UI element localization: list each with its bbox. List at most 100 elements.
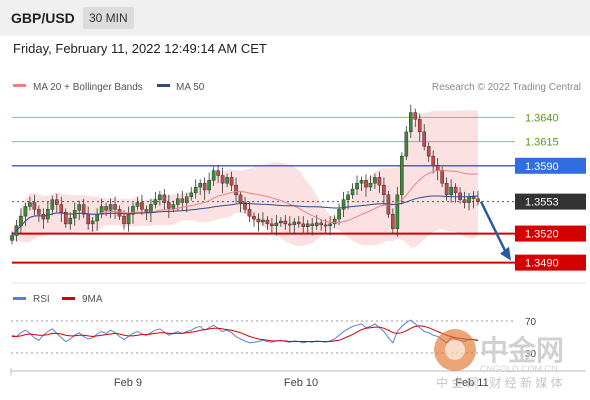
candle-body (377, 177, 382, 186)
watermark-tagline: 中 金 网 · 财 经 新 媒 体 (436, 375, 563, 390)
level-1-3615-label: 1.3615 (525, 137, 559, 149)
candle-body (211, 170, 216, 181)
candle-body (162, 194, 167, 203)
watermark-logo-inner (445, 340, 465, 360)
candle-body (37, 209, 41, 215)
candle-body (404, 131, 409, 157)
candle-body (234, 184, 238, 196)
candle-body (32, 202, 37, 210)
candle-body (413, 112, 418, 120)
candle-body (59, 204, 64, 213)
candle-body (135, 202, 140, 207)
legend-label-9ma: 9MA (82, 294, 103, 305)
candle-body (23, 206, 28, 217)
legend-label-ma20: MA 20 + Bollinger Bands (33, 82, 143, 93)
candle-body (328, 223, 332, 227)
candle-body (417, 119, 422, 133)
candle-body (462, 199, 467, 203)
candle-body (207, 180, 211, 191)
candle-body (422, 131, 427, 147)
candle-body (391, 214, 395, 229)
candle-body (431, 155, 435, 166)
x-tick-feb9: Feb 9 (114, 377, 142, 389)
legend-swatch-9ma (62, 297, 75, 300)
legend-swatch-rsi (13, 297, 26, 300)
candle-body (355, 183, 359, 190)
rsi-tick-30: 30 (525, 349, 537, 360)
candle-body (81, 204, 86, 215)
candle-body (368, 183, 373, 188)
candle-body (180, 198, 185, 203)
candle-body (341, 199, 346, 210)
timestamp: Friday, February 11, 2022 12:49:14 AM CE… (13, 41, 267, 56)
candle-body (198, 183, 202, 188)
candle-body (449, 186, 453, 196)
candle-body (229, 177, 234, 186)
legend-swatch-ma50 (157, 84, 170, 87)
level-1-3520-label: 1.3520 (525, 229, 559, 241)
watermark-url: CNGOLD.COM.CN (480, 364, 558, 374)
forecast-arrow (479, 201, 511, 261)
candle-body (63, 212, 68, 225)
candle-body (122, 215, 126, 225)
candle-body (50, 199, 55, 210)
candle-body (373, 177, 377, 184)
bollinger-band (12, 110, 478, 248)
candle-body (55, 199, 59, 205)
candle-body (46, 209, 50, 220)
level-1-3490-label: 1.3490 (525, 258, 559, 270)
candle-body (216, 170, 220, 176)
candle-body (301, 223, 306, 227)
candle-body (364, 180, 368, 188)
candle-body (346, 194, 350, 200)
candle-body (202, 183, 207, 191)
level-1-3490-tag (515, 254, 586, 271)
level-1-3553-label: 1.3553 (525, 197, 559, 209)
candle-body (319, 222, 323, 226)
candle-body (126, 214, 131, 225)
candle-body (292, 221, 297, 226)
candle-body (225, 177, 229, 184)
candle-body (247, 209, 252, 217)
candle-body (144, 209, 149, 213)
candle-body (10, 235, 14, 241)
candle-body (270, 223, 274, 227)
candle-body (444, 183, 449, 196)
candle-body (467, 196, 471, 203)
candle-body (440, 170, 444, 184)
ma50-line (11, 195, 479, 236)
candle-body (283, 220, 288, 225)
candle-body (296, 221, 301, 225)
candle-body (68, 217, 73, 225)
legend-swatch-ma20 (13, 84, 26, 87)
candle-body (193, 186, 198, 194)
candle-body (175, 198, 180, 205)
level-1-3590-label: 1.3590 (525, 161, 559, 173)
candle-body (90, 220, 95, 225)
candle-body (41, 214, 46, 220)
candle-body (359, 180, 364, 184)
rsi-9ma-line (12, 325, 479, 342)
rsi-line (11, 319, 479, 344)
candle-body (382, 184, 386, 196)
candle-body (274, 222, 279, 227)
candle-body (108, 204, 113, 211)
candlesticks (10, 104, 480, 245)
candle-body (476, 198, 480, 202)
candle-body (453, 186, 458, 194)
watermark: 中金网 CNGOLD.COM.CN 中 金 网 · 财 经 新 媒 体 (434, 329, 564, 390)
candle-body (167, 202, 171, 209)
candle-body (28, 202, 32, 207)
candle-body (238, 194, 243, 203)
candle-body (158, 194, 162, 200)
candle-body (140, 202, 144, 210)
chart-credit: Research © 2022 Trading Central (432, 82, 581, 93)
candle-body (113, 204, 117, 210)
candle-body (323, 224, 328, 227)
candle-body (189, 192, 194, 197)
candle-body (131, 206, 135, 215)
candle-body (265, 219, 270, 225)
timeframe-badge[interactable]: 30 MIN (83, 7, 134, 29)
candle-body (252, 215, 256, 220)
